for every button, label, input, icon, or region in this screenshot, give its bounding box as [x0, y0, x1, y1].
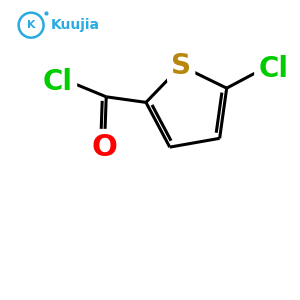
- Text: S: S: [171, 52, 191, 80]
- Text: Cl: Cl: [43, 68, 73, 96]
- Text: O: O: [92, 134, 118, 162]
- Text: Cl: Cl: [258, 55, 288, 83]
- Text: K: K: [27, 20, 35, 30]
- Text: Kuujia: Kuujia: [51, 18, 100, 32]
